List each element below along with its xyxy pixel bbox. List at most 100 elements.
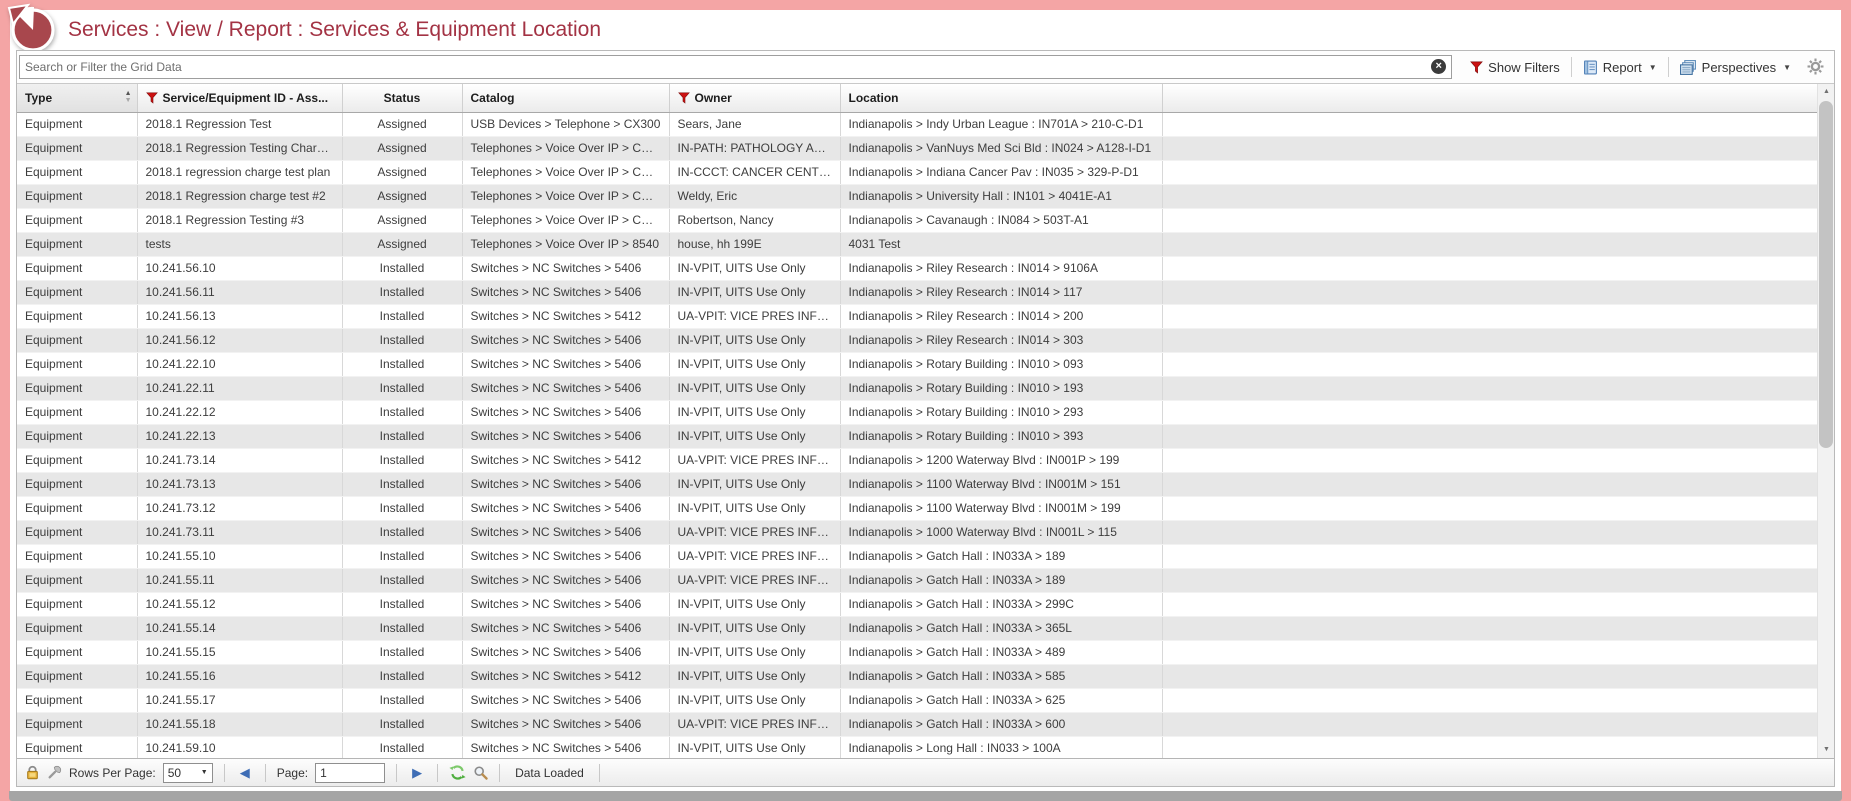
cell-catalog[interactable]: Telephones > Voice Over IP > CX600 [462, 136, 670, 161]
cell-status[interactable]: Installed [342, 448, 463, 473]
cell-type[interactable]: Equipment [17, 712, 138, 737]
table-row[interactable]: Equipment 2018.1 Regression Testing Char… [17, 136, 1817, 161]
cell-catalog[interactable]: Switches > NC Switches > 5406 [462, 352, 670, 377]
cell-status[interactable]: Installed [342, 568, 463, 593]
cell-catalog[interactable]: Switches > NC Switches > 5406 [462, 472, 670, 497]
cell-catalog[interactable]: Switches > NC Switches > 5406 [462, 520, 670, 545]
cell-location[interactable]: Indianapolis > Gatch Hall : IN033A > 299… [840, 592, 1163, 617]
cell-service-equipment-id[interactable]: tests [137, 232, 343, 257]
cell-catalog[interactable]: Switches > NC Switches > 5412 [462, 664, 670, 689]
cell-service-equipment-id[interactable]: 10.241.22.13 [137, 424, 343, 449]
cell-owner[interactable]: house, hh 199E [669, 232, 841, 257]
cell-owner[interactable]: IN-VPIT, UITS Use Only [669, 352, 841, 377]
cell-location[interactable]: Indianapolis > Riley Research : IN014 > … [840, 280, 1163, 305]
table-row[interactable]: Equipment 10.241.55.10 Installed Switche… [17, 544, 1817, 569]
scroll-up-icon[interactable]: ▲ [1823, 88, 1830, 95]
cell-location[interactable]: Indianapolis > 1100 Waterway Blvd : IN00… [840, 496, 1163, 521]
cell-owner[interactable]: Weldy, Eric [669, 184, 841, 209]
page-input[interactable] [315, 762, 386, 783]
cell-type[interactable]: Equipment [17, 472, 138, 497]
cell-catalog[interactable]: Switches > NC Switches > 5406 [462, 592, 670, 617]
cell-owner[interactable]: UA-VPIT: VICE PRES INFOR... [669, 544, 841, 569]
cell-status[interactable]: Assigned [342, 184, 463, 209]
cell-location[interactable]: Indianapolis > 1200 Waterway Blvd : IN00… [840, 448, 1163, 473]
cell-type[interactable]: Equipment [17, 376, 138, 401]
cell-status[interactable]: Installed [342, 496, 463, 521]
cell-owner[interactable]: IN-VPIT, UITS Use Only [669, 400, 841, 425]
cell-catalog[interactable]: Telephones > Voice Over IP > 8540 [462, 232, 670, 257]
cell-owner[interactable]: Robertson, Nancy [669, 208, 841, 233]
cell-owner[interactable]: IN-VPIT, UITS Use Only [669, 688, 841, 713]
cell-location[interactable]: Indianapolis > Indy Urban League : IN701… [840, 112, 1163, 137]
cell-owner[interactable]: UA-VPIT: VICE PRES INFOR... [669, 520, 841, 545]
cell-type[interactable]: Equipment [17, 256, 138, 281]
next-page-button[interactable]: ▶ [412, 764, 423, 780]
cell-service-equipment-id[interactable]: 10.241.56.11 [137, 280, 343, 305]
cell-owner[interactable]: UA-VPIT: VICE PRES INFOR... [669, 448, 841, 473]
cell-catalog[interactable]: Switches > NC Switches > 5406 [462, 328, 670, 353]
cell-catalog[interactable]: Switches > NC Switches > 5406 [462, 616, 670, 641]
cell-status[interactable]: Assigned [342, 112, 463, 137]
cell-type[interactable]: Equipment [17, 688, 138, 713]
cell-service-equipment-id[interactable]: 10.241.55.11 [137, 568, 343, 593]
table-row[interactable]: Equipment 10.241.56.13 Installed Switche… [17, 304, 1817, 329]
cell-type[interactable]: Equipment [17, 592, 138, 617]
show-filters-button[interactable]: Show Filters [1462, 55, 1568, 79]
settings-button[interactable] [1799, 58, 1828, 76]
cell-service-equipment-id[interactable]: 10.241.55.18 [137, 712, 343, 737]
cell-status[interactable]: Installed [342, 280, 463, 305]
cell-location[interactable]: Indianapolis > Cavanaugh : IN084 > 503T-… [840, 208, 1163, 233]
cell-service-equipment-id[interactable]: 10.241.56.13 [137, 304, 343, 329]
cell-status[interactable]: Installed [342, 616, 463, 641]
cell-service-equipment-id[interactable]: 2018.1 Regression Test [137, 112, 343, 137]
cell-service-equipment-id[interactable]: 2018.1 regression charge test plan [137, 160, 343, 185]
cell-catalog[interactable]: Switches > NC Switches > 5406 [462, 568, 670, 593]
table-row[interactable]: Equipment 10.241.55.16 Installed Switche… [17, 664, 1817, 689]
column-header-location[interactable]: Location [840, 84, 1163, 113]
cell-catalog[interactable]: Switches > NC Switches > 5406 [462, 256, 670, 281]
rows-per-page-select[interactable]: 50 ▼ [162, 762, 213, 783]
cell-service-equipment-id[interactable]: 10.241.73.14 [137, 448, 343, 473]
cell-owner[interactable]: IN-VPIT, UITS Use Only [669, 616, 841, 641]
cell-status[interactable]: Installed [342, 592, 463, 617]
cell-type[interactable]: Equipment [17, 568, 138, 593]
table-row[interactable]: Equipment 10.241.22.11 Installed Switche… [17, 376, 1817, 401]
report-button[interactable]: Report ▼ [1575, 55, 1665, 79]
cell-status[interactable]: Installed [342, 736, 463, 758]
table-row[interactable]: Equipment 10.241.22.13 Installed Switche… [17, 424, 1817, 449]
cell-owner[interactable]: IN-VPIT, UITS Use Only [669, 664, 841, 689]
cell-location[interactable]: Indianapolis > Riley Research : IN014 > … [840, 256, 1163, 281]
cell-location[interactable]: Indianapolis > Rotary Building : IN010 >… [840, 352, 1163, 377]
cell-service-equipment-id[interactable]: 10.241.22.11 [137, 376, 343, 401]
cell-status[interactable]: Assigned [342, 136, 463, 161]
cell-location[interactable]: Indianapolis > VanNuys Med Sci Bld : IN0… [840, 136, 1163, 161]
table-row[interactable]: Equipment 10.241.56.12 Installed Switche… [17, 328, 1817, 353]
cell-status[interactable]: Installed [342, 352, 463, 377]
table-row[interactable]: Equipment 10.241.55.18 Installed Switche… [17, 712, 1817, 737]
column-header-owner[interactable]: Owner [669, 84, 841, 113]
cell-type[interactable]: Equipment [17, 352, 138, 377]
vertical-scrollbar[interactable]: ▲ ▼ [1817, 84, 1834, 758]
cell-service-equipment-id[interactable]: 10.241.55.17 [137, 688, 343, 713]
cell-service-equipment-id[interactable]: 10.241.55.12 [137, 592, 343, 617]
cell-type[interactable]: Equipment [17, 640, 138, 665]
cell-type[interactable]: Equipment [17, 136, 138, 161]
cell-status[interactable]: Assigned [342, 160, 463, 185]
cell-status[interactable]: Assigned [342, 232, 463, 257]
cell-owner[interactable]: Sears, Jane [669, 112, 841, 137]
cell-location[interactable]: Indianapolis > Rotary Building : IN010 >… [840, 376, 1163, 401]
cell-owner[interactable]: IN-VPIT, UITS Use Only [669, 496, 841, 521]
cell-status[interactable]: Installed [342, 256, 463, 281]
column-header-catalog[interactable]: Catalog [462, 84, 670, 113]
table-row[interactable]: Equipment 10.241.56.10 Installed Switche… [17, 256, 1817, 281]
cell-owner[interactable]: UA-VPIT: VICE PRES INFOR... [669, 712, 841, 737]
column-header-type[interactable]: Type ▲ ▼ [17, 84, 138, 113]
table-row[interactable]: Equipment 2018.1 Regression Testing #3 A… [17, 208, 1817, 233]
cell-catalog[interactable]: Switches > NC Switches > 5406 [462, 736, 670, 758]
cell-location[interactable]: Indianapolis > Riley Research : IN014 > … [840, 328, 1163, 353]
cell-location[interactable]: Indianapolis > Gatch Hall : IN033A > 365… [840, 616, 1163, 641]
cell-owner[interactable]: IN-VPIT, UITS Use Only [669, 472, 841, 497]
perspectives-button[interactable]: Perspectives ▼ [1672, 55, 1799, 79]
cell-status[interactable]: Installed [342, 712, 463, 737]
cell-service-equipment-id[interactable]: 10.241.73.12 [137, 496, 343, 521]
